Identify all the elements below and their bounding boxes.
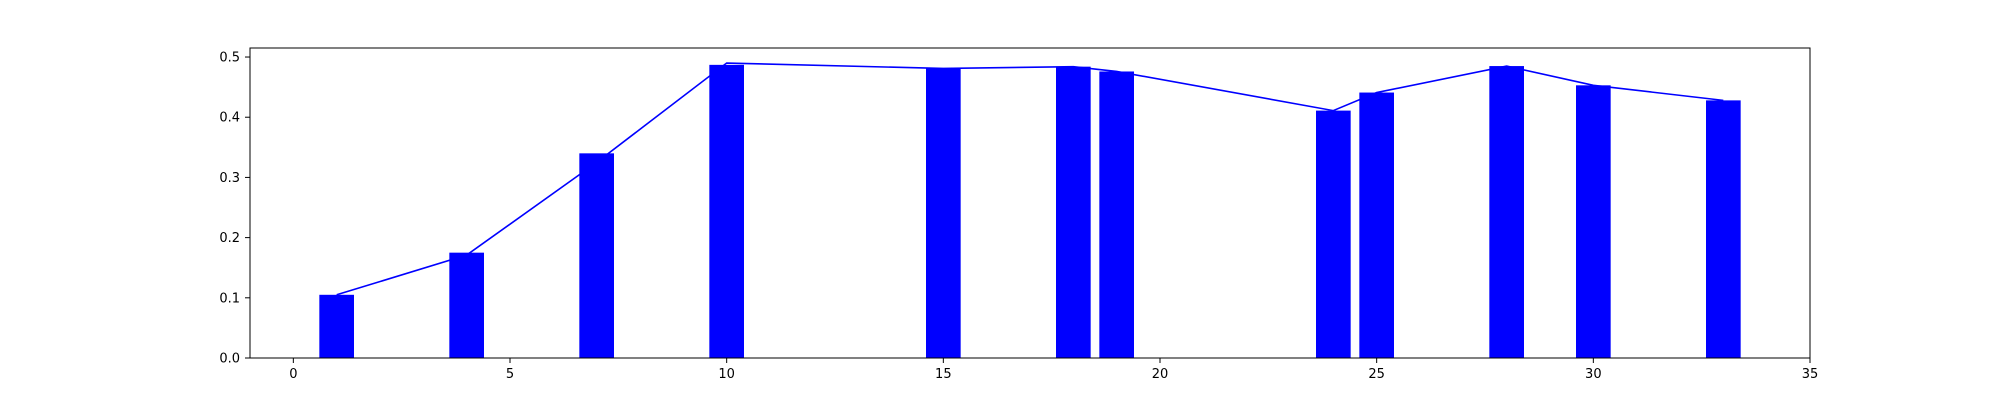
x-tick-label-10: 10 (718, 367, 735, 382)
y-tick-label-0.1: 0.1 (219, 291, 240, 306)
x-tick-label-30: 30 (1585, 367, 1602, 382)
bar-24 (1316, 111, 1351, 358)
x-tick-label-25: 25 (1368, 367, 1385, 382)
bar-28 (1489, 66, 1524, 358)
bar-10 (709, 65, 744, 358)
bar-7 (579, 153, 614, 358)
bar-25 (1359, 93, 1394, 358)
x-tick-label-0: 0 (289, 367, 297, 382)
y-tick-label-0.5: 0.5 (219, 51, 240, 66)
x-tick-label-15: 15 (935, 367, 952, 382)
bar-15 (926, 68, 961, 358)
y-tick-label-0.2: 0.2 (219, 231, 240, 246)
bar-33 (1706, 100, 1741, 358)
bars-layer (319, 65, 1740, 358)
bar-30 (1576, 85, 1611, 358)
bar-1 (319, 295, 354, 358)
y-tick-label-0.3: 0.3 (219, 171, 240, 186)
bar-4 (449, 253, 484, 358)
x-tick-label-35: 35 (1802, 367, 1819, 382)
bar-18 (1056, 67, 1091, 358)
y-tick-label-0: 0.0 (219, 352, 240, 367)
x-tick-label-5: 5 (506, 367, 514, 382)
bar-19 (1099, 71, 1134, 358)
y-tick-label-0.4: 0.4 (219, 111, 240, 126)
x-tick-label-20: 20 (1152, 367, 1169, 382)
